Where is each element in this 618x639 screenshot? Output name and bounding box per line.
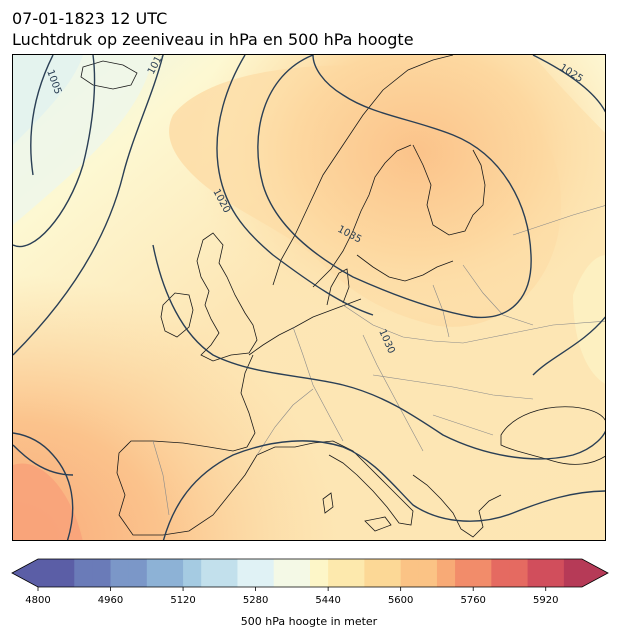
colorbar-tick-label: 4960 [98, 595, 123, 606]
colorbar-segment [527, 559, 547, 587]
colorbar-segment [255, 559, 275, 587]
colorbar-label: 500 hPa hoogte in meter [241, 615, 378, 628]
colorbar-segment [110, 559, 130, 587]
colorbar-segment [346, 559, 365, 587]
colorbar-segment [146, 559, 166, 587]
colorbar-segment [455, 559, 474, 587]
isobars [13, 55, 605, 540]
map-panel: 1005 1015 1025 1035 1030 1020 [12, 54, 606, 541]
colorbar-segment [545, 559, 565, 587]
colorbar-segment [382, 559, 402, 587]
colorbar-tick-label: 5600 [388, 595, 413, 606]
colorbar-segment [164, 559, 184, 587]
colorbar-segment [509, 559, 529, 587]
colorbar-extend-high [582, 559, 608, 587]
colorbar-segment [201, 559, 220, 587]
colorbar-segment [563, 559, 583, 587]
colorbar-segment [436, 559, 456, 587]
colorbar-segment [74, 559, 93, 587]
colorbar-segment [128, 559, 148, 587]
colorbar-extend-low [12, 559, 38, 587]
colorbar-ticks: 4800 4960 5120 5280 5440 5600 5760 5920 [25, 587, 558, 606]
colorbar-segment [56, 559, 75, 587]
height-field [13, 55, 605, 540]
colorbar-segment [400, 559, 420, 587]
colorbar-segment [291, 559, 311, 587]
colorbar-tick-label: 5920 [533, 595, 558, 606]
country-borders [152, 205, 605, 516]
colorbar-segment [183, 559, 202, 587]
colorbar-tick-label: 5280 [243, 595, 268, 606]
colorbar-tick-label: 5120 [170, 595, 195, 606]
colorbar-segment [219, 559, 238, 587]
colorbar-segment [237, 559, 257, 587]
colorbar-tick-label: 4800 [25, 595, 50, 606]
colorbar-segment [92, 559, 112, 587]
colorbar-segment [38, 559, 57, 587]
colorbar-tick-label: 5440 [315, 595, 340, 606]
chart-datetime: 07-01-1823 12 UTC [12, 9, 168, 28]
colorbar-tick-label: 5760 [460, 595, 485, 606]
colorbar-segment [491, 559, 510, 587]
colorbar-segment [328, 559, 347, 587]
colorbar-segment [473, 559, 492, 587]
map-svg: 1005 1015 1025 1035 1030 1020 [13, 55, 605, 540]
colorbar-segment [418, 559, 438, 587]
colorbar-segment [273, 559, 293, 587]
colorbar-segment [310, 559, 329, 587]
colorbar-segment [364, 559, 384, 587]
colorbar-segments [11, 558, 609, 588]
colorbar: 4800 4960 5120 5280 5440 5600 5760 5920 500 hPa… [11, 558, 609, 628]
chart-title: Luchtdruk op zeeniveau in hPa en 500 hPa… [12, 30, 414, 49]
